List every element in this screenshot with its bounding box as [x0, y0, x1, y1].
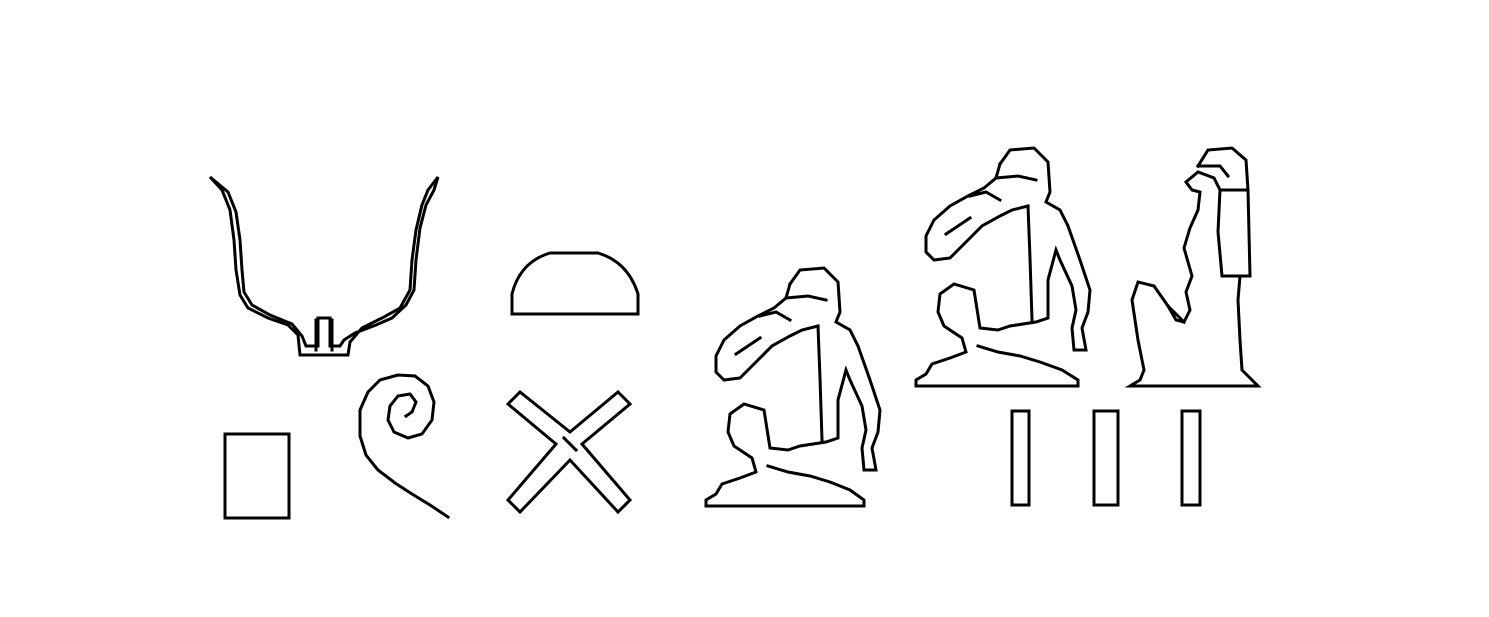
- horns-hieroglyph-icon: [208, 175, 440, 357]
- crossed-sticks-hieroglyph-icon: [505, 389, 633, 515]
- three-plural-strokes-hieroglyph-icon: [1010, 409, 1202, 507]
- seated-man-hand-to-mouth-hieroglyph-icon: [704, 266, 882, 508]
- seated-woman-hieroglyph-icon: [1124, 146, 1262, 388]
- spiral-rope-hieroglyph-icon: [358, 373, 451, 520]
- seated-man-hand-to-mouth-hieroglyph-icon: [914, 146, 1092, 388]
- rectangle-hieroglyph-icon: [223, 432, 291, 520]
- bread-loaf-hieroglyph-icon: [510, 251, 640, 316]
